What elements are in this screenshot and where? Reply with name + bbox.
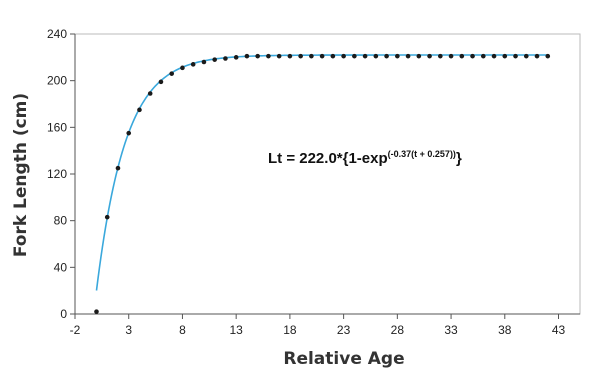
- data-point: [233, 55, 239, 60]
- y-tick-label: 240: [47, 27, 67, 41]
- equation-annotation: Lt = 222.0*{1-exp(-0.37(t + 0.257))}: [268, 149, 462, 167]
- y-tick-label: 80: [54, 214, 68, 228]
- x-tick-label: -2: [70, 323, 81, 337]
- data-point: [244, 53, 250, 59]
- data-point: [104, 214, 110, 220]
- data-point: [287, 53, 293, 59]
- data-point: [190, 62, 196, 67]
- y-tick-label: 0: [60, 307, 67, 321]
- data-point: [309, 53, 314, 59]
- data-point: [427, 53, 432, 59]
- y-tick-label: 120: [47, 167, 67, 181]
- x-tick-label: 38: [498, 323, 512, 337]
- y-axis-title: Fork Length (cm): [11, 93, 31, 257]
- equation-main: Lt = 222.0*{1-exp: [268, 150, 388, 167]
- data-point: [158, 79, 164, 85]
- data-point: [276, 53, 282, 59]
- data-point: [201, 59, 207, 65]
- fitted-curve: [95, 54, 548, 291]
- data-point: [545, 53, 551, 59]
- data-point: [180, 65, 185, 71]
- data-point: [169, 71, 175, 76]
- data-point: [405, 53, 411, 59]
- data-point: [115, 165, 121, 171]
- x-tick-label: 33: [444, 323, 458, 337]
- x-tick-label: 3: [125, 323, 132, 337]
- y-tick-labels: 0 40 80 120 160 200 240: [47, 27, 75, 321]
- data-point: [438, 53, 443, 59]
- data-point: [362, 53, 368, 59]
- data-point: [502, 53, 508, 59]
- data-point: [513, 53, 518, 59]
- data-point: [319, 53, 325, 59]
- data-point: [352, 53, 357, 59]
- data-point: [459, 53, 465, 59]
- x-tick-label: 8: [179, 323, 186, 337]
- data-point: [534, 53, 540, 59]
- data-point: [416, 53, 422, 59]
- data-point: [330, 53, 336, 59]
- axes: [74, 34, 580, 315]
- y-tick-label: 200: [47, 74, 67, 88]
- data-point: [255, 53, 260, 59]
- x-tick-label: 28: [391, 323, 405, 337]
- data-point: [341, 53, 346, 59]
- data-point: [266, 53, 271, 59]
- x-tick-label: 43: [552, 323, 566, 337]
- data-point: [523, 53, 529, 59]
- x-tick-labels: -2 3 8 13 18 23 28 33 38 43: [70, 314, 566, 337]
- data-point: [137, 107, 142, 113]
- equation-exponent: (-0.37(t + 0.257)): [388, 149, 456, 159]
- y-tick-label: 40: [54, 260, 68, 274]
- data-point: [395, 53, 400, 59]
- data-point: [126, 130, 132, 136]
- data-point: [94, 309, 99, 314]
- y-tick-label: 160: [47, 120, 67, 134]
- data-point: [298, 53, 303, 59]
- x-tick-label: 18: [283, 323, 297, 337]
- data-point: [212, 57, 217, 62]
- x-tick-label: 23: [337, 323, 351, 337]
- data-point: [470, 53, 475, 59]
- data-point: [223, 56, 228, 61]
- data-point: [373, 53, 379, 59]
- plot-border: [74, 33, 581, 315]
- x-tick-label: 13: [229, 323, 243, 337]
- equation-closing: }: [456, 150, 462, 167]
- data-point: [384, 53, 389, 59]
- data-point: [147, 91, 153, 96]
- data-point: [480, 53, 486, 59]
- data-point: [448, 53, 454, 59]
- plot-area: [74, 33, 581, 315]
- x-axis-title: Relative Age: [283, 349, 404, 369]
- data-points: [94, 53, 551, 314]
- data-point: [491, 53, 497, 59]
